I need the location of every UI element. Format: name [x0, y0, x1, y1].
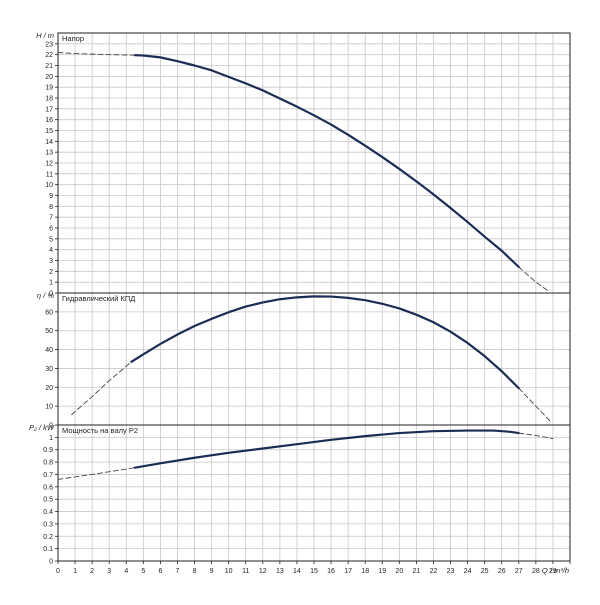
x-tick-label: 24: [464, 568, 472, 575]
head-y-tick-label: 3: [49, 258, 53, 265]
power-panel-title: Мощность на валу P2: [62, 426, 138, 435]
head-y-tick-label: 0: [49, 291, 53, 298]
head-y-tick-label: 4: [49, 247, 53, 254]
x-tick-label: 28: [532, 568, 540, 575]
x-tick-label: 25: [481, 568, 489, 575]
head-y-tick-label: 10: [45, 182, 53, 189]
x-tick-label: 8: [193, 568, 197, 575]
head-y-tick-label: 8: [49, 204, 53, 211]
x-tick-label: 20: [395, 568, 403, 575]
power-y-tick-label: 0.8: [43, 460, 53, 467]
efficiency-y-tick-label: 30: [45, 366, 53, 373]
x-tick-label: 27: [515, 568, 523, 575]
panel-efficiency: 0 10 20 30 40 50 60 η / % Гидравлический КПД: [37, 291, 571, 430]
x-tick-label: 21: [413, 568, 421, 575]
power-y-tick-label: 0.5: [43, 497, 53, 504]
head-panel-title: Напор: [62, 34, 84, 43]
power-y-tick-label: 0.2: [43, 534, 53, 541]
head-y-tick-label: 19: [45, 85, 53, 92]
head-y-tick-label: 1: [49, 280, 53, 287]
x-tick-label: 2: [90, 568, 94, 575]
efficiency-y-axis-label: η / %: [37, 291, 54, 300]
power-curve-dashed-2: [518, 432, 554, 440]
x-tick-label: 19: [378, 568, 386, 575]
panel-power: 0 0.1 0.2 0.3 0.4 0.5 0.6 0.7 0.8 0.9 1 P₂ / kW Мощн…: [29, 423, 571, 566]
efficiency-y-tick-label: 40: [45, 347, 53, 354]
head-y-tick-label: 22: [45, 52, 53, 59]
head-y-tick-label: 6: [49, 226, 53, 233]
power-y-axis-label: P₂ / kW: [29, 423, 55, 432]
head-y-tick-label: 2: [49, 269, 53, 276]
head-curve-dashed-1: [57, 52, 136, 56]
efficiency-curve-dashed-2: [518, 387, 552, 423]
power-curve-dashed-1: [57, 467, 136, 480]
efficiency-y-tick-label: 50: [45, 328, 53, 335]
efficiency-panel-title: Гидравлический КПД: [62, 294, 135, 303]
x-tick-label: 12: [259, 568, 267, 575]
x-tick-label: 5: [141, 568, 145, 575]
head-y-axis-label: H / m: [36, 31, 54, 40]
x-tick-label: 15: [310, 568, 318, 575]
efficiency-y-tick-label: 0: [49, 423, 53, 430]
head-y-tick-label: 5: [49, 236, 53, 243]
head-y-tick-label: 21: [45, 63, 53, 70]
x-tick-label: 23: [447, 568, 455, 575]
head-curve-dashed-2: [518, 266, 550, 293]
power-curve-solid-0: [133, 429, 520, 469]
head-y-tick-label: 7: [49, 215, 53, 222]
head-y-tick-label: 11: [46, 171, 53, 178]
head-grid: [57, 33, 571, 294]
x-axis-label: Q / m³/h: [542, 566, 569, 575]
x-tick-label: 10: [225, 568, 233, 575]
power-y-tick-label: 1: [49, 435, 53, 442]
power-y-tick-label: 0.1: [43, 546, 53, 553]
head-y-tick-label: 16: [45, 117, 53, 124]
x-tick-label: 22: [430, 568, 438, 575]
x-tick-label: 4: [124, 568, 128, 575]
efficiency-curve-dashed-1: [71, 361, 132, 416]
x-tick-label: 7: [176, 568, 180, 575]
x-tick-label: 17: [344, 568, 352, 575]
efficiency-y-tick-label: 60: [45, 309, 53, 316]
power-y-tick-label: 0.3: [43, 521, 53, 528]
x-tick-label: 29: [549, 568, 557, 575]
x-axis: 0 1 2 3 4 5 6 7 8 9 10 11 12 13 14 15 16 17 18 19 20 21 22 23 24…: [56, 561, 571, 575]
head-y-tick-label: 14: [45, 139, 53, 146]
x-tick-label: 16: [327, 568, 335, 575]
x-tick-label: 14: [293, 568, 301, 575]
x-tick-label: 3: [107, 568, 111, 575]
head-y-tick-label: 17: [45, 106, 53, 113]
efficiency-y-tick-label: 10: [45, 404, 53, 411]
head-y-tick-label: 9: [49, 193, 53, 200]
head-y-tick-label: 13: [45, 150, 53, 157]
power-grid: [57, 425, 571, 562]
x-tick-label: 26: [498, 568, 506, 575]
head-y-tick-label: 18: [45, 96, 53, 103]
x-tick-label: 9: [210, 568, 214, 575]
power-y-tick-label: 0.9: [43, 447, 53, 454]
efficiency-y-tick-label: 20: [45, 385, 53, 392]
x-tick-label: 0: [56, 568, 60, 575]
panel-head: 01234567891011121314151617181920212223H …: [36, 31, 571, 298]
head-curve-solid-0: [133, 54, 520, 269]
power-y-tick-label: 0.6: [43, 484, 53, 491]
x-tick-label: 18: [361, 568, 369, 575]
head-y-tick-label: 23: [45, 41, 53, 48]
x-tick-label: 13: [276, 568, 284, 575]
efficiency-curve-solid-0: [130, 295, 520, 390]
head-y-tick-label: 15: [45, 128, 53, 135]
power-y-tick-label: 0.4: [43, 509, 53, 516]
x-tick-label: 6: [158, 568, 162, 575]
x-tick-label: 1: [73, 568, 77, 575]
power-y-tick-label: 0: [49, 559, 53, 566]
head-y-tick-label: 12: [45, 161, 53, 168]
power-y-tick-label: 0.7: [43, 472, 53, 479]
x-tick-label: 11: [242, 568, 249, 575]
head-y-tick-label: 20: [45, 74, 53, 81]
